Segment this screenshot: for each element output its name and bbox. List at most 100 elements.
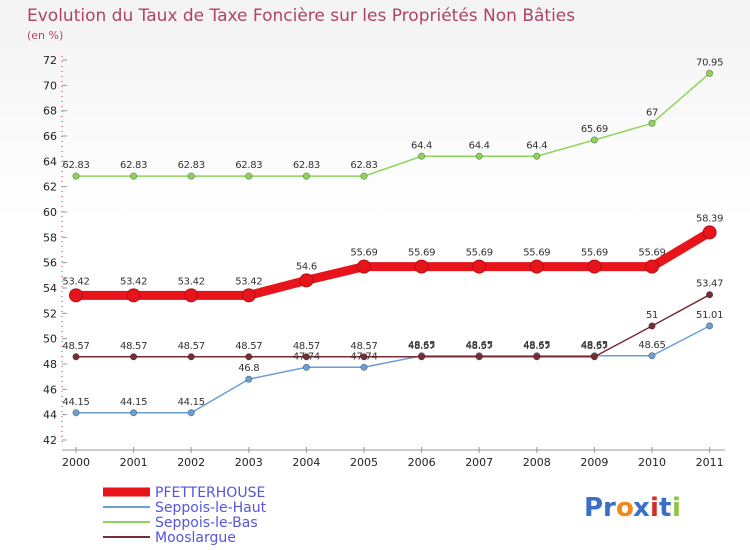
series-line [76, 294, 710, 358]
data-point [414, 259, 429, 274]
data-point [417, 353, 426, 361]
data-point [360, 172, 368, 180]
logo-letter: P [584, 493, 603, 523]
data-point [130, 172, 138, 180]
data-label: 55.69 [638, 248, 665, 259]
legend-label: Seppois-le-Haut [155, 500, 267, 516]
data-point [187, 172, 195, 180]
x-tick-label: 2005 [350, 456, 378, 469]
data-point [590, 136, 599, 144]
legend-label: Seppois-le-Bas [155, 515, 258, 531]
data-label: 48.57 [235, 341, 262, 352]
data-label: 44.15 [120, 397, 147, 408]
x-tick-label: 2006 [408, 456, 436, 469]
data-label: 48.57 [178, 341, 205, 352]
series-seppois-le-haut [72, 322, 714, 417]
y-axis-unit-label: (en %) [27, 29, 63, 42]
data-point [702, 225, 717, 240]
series-line [71, 227, 715, 300]
data-label: 48.57 [62, 341, 89, 352]
y-tick-label: 62 [43, 181, 57, 194]
data-label: 62.83 [235, 160, 262, 171]
data-label: 48.57 [581, 341, 608, 352]
series-seppois-le-bas [72, 69, 714, 180]
y-tick-label: 68 [43, 105, 57, 118]
x-tick-label: 2007 [465, 456, 493, 469]
data-label: 62.83 [350, 160, 377, 171]
data-point [130, 409, 138, 417]
data-label: 48.65 [638, 340, 665, 351]
series-line [76, 325, 710, 414]
data-point [705, 69, 714, 77]
data-label: 51 [646, 310, 658, 321]
data-point [587, 259, 602, 274]
data-point [417, 152, 426, 160]
data-point [245, 353, 253, 361]
y-tick-label: 56 [43, 257, 57, 270]
data-point [187, 409, 195, 417]
logo-letter: t [659, 493, 671, 523]
data-point [126, 288, 141, 303]
data-label: 62.83 [178, 160, 205, 171]
series-layer [69, 69, 717, 417]
y-tick-label: 42 [43, 434, 57, 447]
logo-letter: o [616, 493, 634, 523]
data-point [590, 353, 599, 361]
data-label: 54.6 [296, 261, 317, 272]
data-label: 47.74 [350, 351, 377, 362]
data-label: 55.69 [523, 248, 550, 259]
data-point [241, 288, 256, 303]
data-label: 48.57 [408, 341, 435, 352]
data-label: 55.69 [408, 248, 435, 259]
x-tick-label: 2008 [523, 456, 551, 469]
data-label: 48.65 [408, 340, 435, 351]
x-tick-label: 2002 [177, 456, 205, 469]
data-point [302, 363, 310, 371]
series-mooslargue [72, 291, 714, 361]
data-label: 51.01 [696, 310, 723, 321]
x-tick-label: 2009 [580, 456, 608, 469]
data-label: 46.8 [238, 363, 259, 374]
data-point [360, 353, 368, 361]
data-point [245, 172, 253, 180]
data-label: 53.42 [62, 276, 89, 287]
y-tick-label: 46 [43, 383, 57, 396]
data-point [648, 352, 656, 360]
y-tick-label: 70 [43, 79, 57, 92]
data-point [705, 291, 714, 299]
logo-letter: i [672, 493, 681, 523]
data-point [475, 353, 483, 361]
data-label: 47.74 [293, 351, 320, 362]
data-point [472, 259, 487, 274]
data-point [302, 353, 310, 361]
data-label: 48.57 [466, 341, 493, 352]
x-tick-label: 2003 [235, 456, 263, 469]
data-point [357, 259, 371, 274]
y-tick-label: 64 [43, 155, 57, 168]
legend-label: PFETTERHOUSE [155, 485, 265, 501]
y-tick-label: 72 [43, 54, 57, 67]
y-tick-label: 52 [43, 307, 57, 320]
data-label: 64.4 [411, 140, 432, 151]
legend: PFETTERHOUSESeppois-le-HautSeppois-le-Ba… [103, 485, 267, 546]
y-tick-label: 44 [43, 409, 57, 422]
data-point [299, 273, 314, 288]
data-label: 55.69 [466, 248, 493, 259]
data-label: 48.57 [523, 341, 550, 352]
data-label: 65.69 [581, 124, 608, 135]
data-point [648, 322, 656, 330]
x-tick-label: 2011 [696, 456, 724, 469]
logo-letter: i [650, 493, 659, 523]
data-point [184, 288, 199, 303]
data-label: 48.57 [120, 341, 147, 352]
x-tick-label: 2004 [292, 456, 320, 469]
legend-label: Mooslargue [155, 530, 236, 546]
data-point [72, 353, 80, 361]
data-point [130, 353, 138, 361]
logo-letter: x [633, 493, 650, 523]
axes: 42 44 46 48 50 52 54 56 58 60 62 64 66 68 70 72 2000 2001… [43, 54, 725, 469]
